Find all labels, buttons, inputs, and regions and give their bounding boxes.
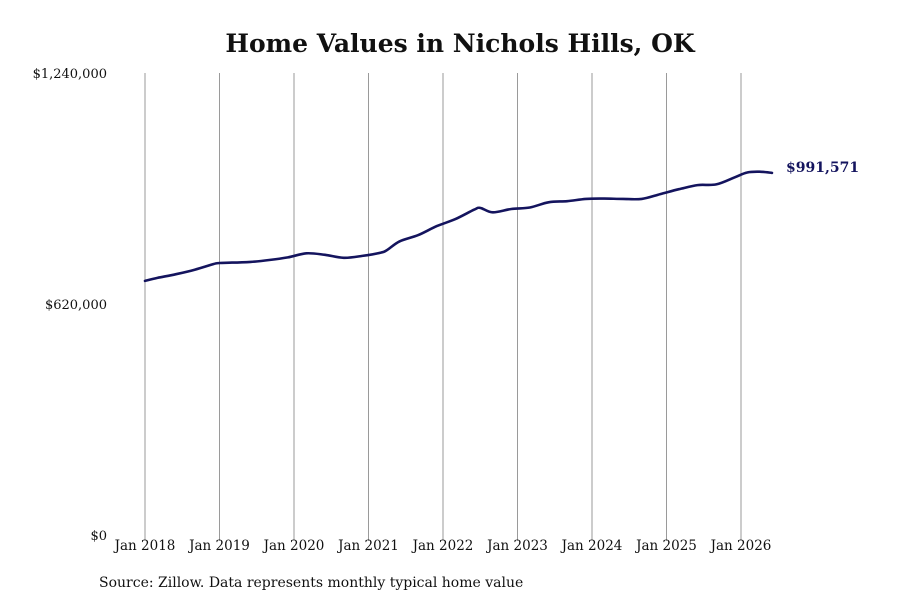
end-value-label: $991,571 [786,160,859,176]
x-tick-label-1: Jan 2019 [187,538,250,554]
series-line-0 [143,170,774,283]
x-tick-label-7: Jan 2025 [634,538,697,554]
x-tick-label-3: Jan 2021 [336,538,399,554]
x-tick-label-0: Jan 2018 [113,538,176,554]
x-axis-ticks: Jan 2018 Jan 2019 Jan 2020 Jan 2021 Jan 2022… [113,538,772,554]
y-tick-label-0: $0 [90,529,107,544]
x-tick-label-8: Jan 2026 [709,538,772,554]
source-note: Source: Zillow. Data represents monthly … [99,575,523,591]
y-tick-label-2: $1,240,000 [33,67,107,82]
y-axis-ticks: $0 $620,000 $1,240,000 [33,67,107,544]
y-tick-label-1: $620,000 [45,298,107,313]
x-tick-label-2: Jan 2020 [262,538,325,554]
x-tick-label-6: Jan 2024 [560,538,623,554]
x-tick-label-5: Jan 2023 [485,538,548,554]
series-layer [143,170,774,283]
x-tick-label-4: Jan 2022 [411,538,474,554]
gridlines [144,73,742,541]
chart-title: Home Values in Nichols Hills, OK [225,29,695,58]
